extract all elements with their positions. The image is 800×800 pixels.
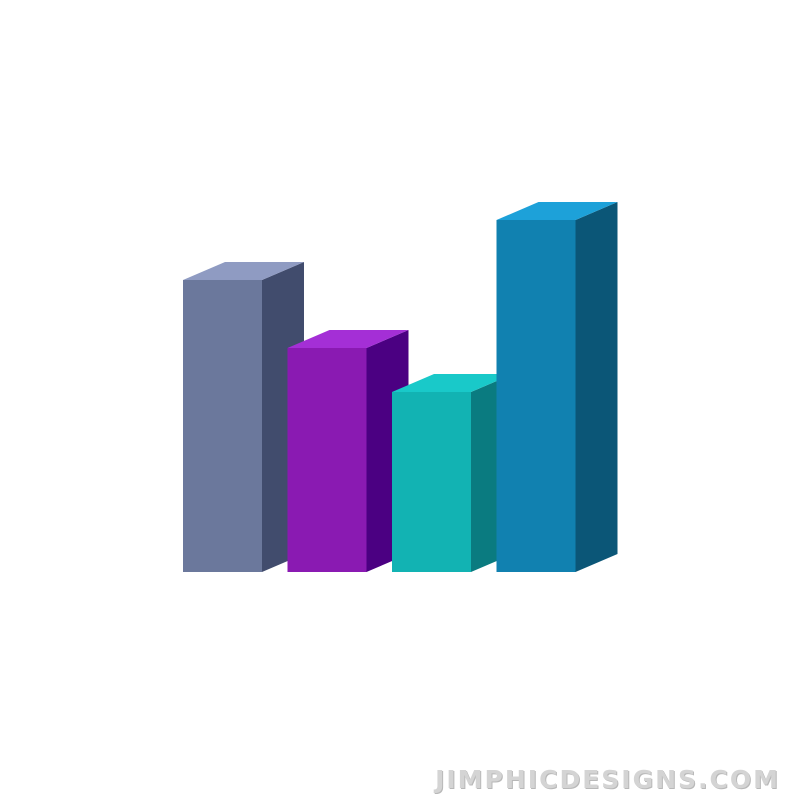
bar-1 (183, 262, 304, 572)
bar-1-front (183, 280, 262, 572)
bar-4-front (496, 220, 576, 572)
bar-4-side (575, 202, 618, 572)
bar-2 (287, 330, 409, 572)
watermark: JIMPHICDESIGNS.COM (435, 765, 780, 794)
bar-3-front (392, 392, 471, 572)
bar-4 (496, 202, 618, 572)
bar-2-front (287, 348, 367, 572)
bar-2-top (287, 330, 409, 348)
bar-3 (392, 374, 513, 572)
bar-4-top (496, 202, 618, 220)
bar-3-top (392, 374, 513, 392)
bar-1-top (183, 262, 304, 280)
